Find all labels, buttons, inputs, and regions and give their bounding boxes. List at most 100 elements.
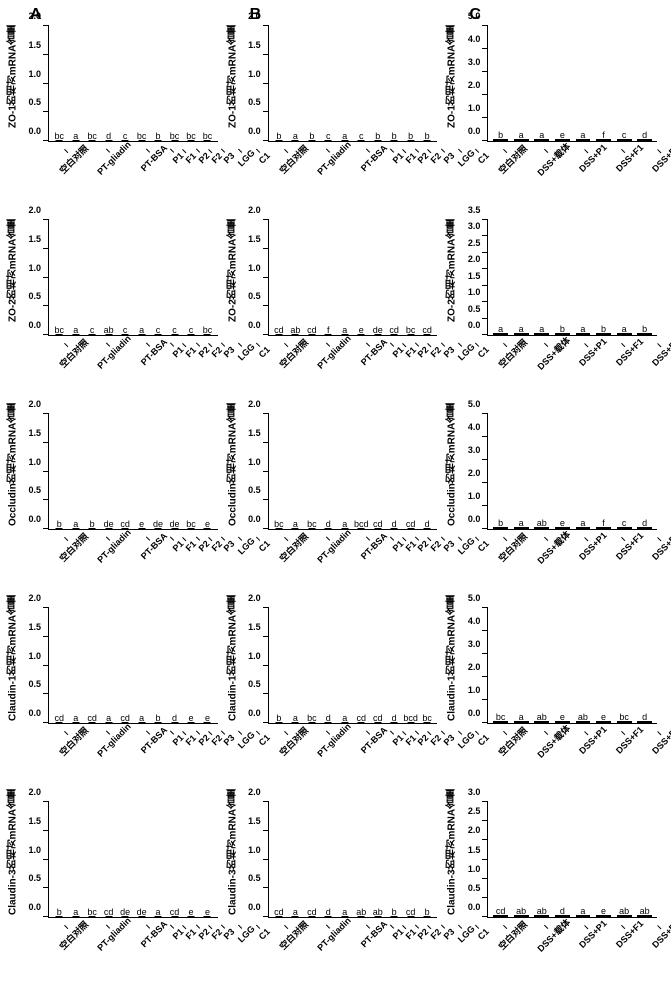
bars-container: bcacabcacccbc (49, 220, 218, 335)
y-tick-label: 1.0 (468, 103, 481, 113)
y-tick-label: 1.5 (468, 271, 481, 281)
y-tick-label: 0.0 (248, 126, 261, 136)
x-tick (208, 343, 212, 347)
chart-area: 0.00.51.01.52.0babcdacdcddbcdbc (268, 608, 438, 724)
y-tick-label: 1.0 (248, 263, 261, 273)
significance-label: bc (307, 713, 317, 723)
x-tick (440, 925, 444, 929)
significance-label: bc (496, 712, 506, 722)
y-tick-label: 2.5 (468, 238, 481, 248)
significance-label: c (189, 325, 194, 335)
significance-label: cd (406, 519, 416, 529)
significance-label: b (57, 519, 62, 529)
significance-label: b (276, 713, 281, 723)
y-tick-label: 0.0 (468, 902, 481, 912)
significance-label: ab (619, 906, 629, 916)
y-tick-label: 5.0 (468, 399, 481, 409)
figure-grid: AZO-1的相对mRNA含量0.00.51.01.52.0bcabcdcbcbb… (10, 10, 661, 976)
significance-label: bc (54, 325, 64, 335)
bar: a (532, 333, 551, 335)
significance-label: e (188, 907, 193, 917)
x-tick (621, 149, 625, 153)
x-tick (146, 343, 150, 347)
x-labels: 空白对照DSS+载体DSS+P1DSS+F1DSS+P2DSS+P3DSS+LG… (487, 338, 657, 394)
panel-B-ZO2: ZO-2的相对mRNA含量0.00.51.01.52.0cdabcdfaedec… (230, 204, 442, 394)
y-tick-label: 2.0 (248, 11, 261, 21)
y-axis-label: Claudin-3的相对mRNA含量 (226, 786, 240, 918)
y-tick-label: 2.0 (28, 205, 41, 215)
y-tick-label: 2.0 (28, 787, 41, 797)
significance-label: bc (186, 131, 196, 141)
x-tick (415, 925, 419, 929)
bar: b (491, 139, 510, 141)
y-tick-label: 0.0 (28, 514, 41, 524)
significance-label: b (392, 131, 397, 141)
x-tick (325, 731, 329, 735)
significance-label: a (519, 130, 524, 140)
y-tick-label: 3.0 (468, 57, 481, 67)
y-axis-label: Claudin-3的相对mRNA含量 (445, 786, 459, 918)
x-tick (325, 149, 329, 153)
significance-label: a (519, 712, 524, 722)
x-tick (106, 537, 110, 541)
panel-C-ZO2: ZO-2的相对mRNA含量0.00.51.01.52.02.53.03.5aaa… (449, 204, 661, 394)
x-tick (146, 731, 150, 735)
panel-A-ZO2: ZO-2的相对mRNA含量0.00.51.01.52.0bcacabcacccb… (10, 204, 222, 394)
x-tick (585, 343, 589, 347)
significance-label: b (57, 907, 62, 917)
y-tick-label: 0.0 (28, 708, 41, 718)
x-tick (389, 149, 393, 153)
significance-label: b (276, 131, 281, 141)
bar: d (635, 139, 654, 141)
bar-rect: b (493, 139, 508, 141)
x-labels: 空白对照DSS+载体DSS+P1DSS+F1DSS+P2DSS+P3DSS+LG… (487, 532, 657, 588)
bars-container: bcaabeabebcd (488, 608, 657, 723)
x-tick (106, 343, 110, 347)
y-tick-label: 0.0 (468, 126, 481, 136)
chart-area: 0.01.02.03.04.05.0baaeafcd (487, 26, 657, 142)
y-tick-label: 2.0 (248, 399, 261, 409)
panel-B-Claudin1: Claudin-1的相对mRNA含量0.00.51.01.52.0babcdac… (230, 592, 442, 782)
chart-area: 0.00.51.01.52.0babccddedeacdee (48, 802, 218, 918)
x-tick (389, 343, 393, 347)
y-tick-label: 0.0 (248, 902, 261, 912)
bar-rect: a (576, 139, 591, 141)
x-tick (621, 343, 625, 347)
y-axis-label: ZO-2的相对mRNA含量 (445, 204, 459, 336)
panel-B-Claudin3: Claudin-3的相对mRNA含量0.00.51.01.52.0cdacdda… (230, 786, 442, 976)
x-labels: 空白对照PT-gliadinPT-BSAP1F1P2F2P3LGGC1 (48, 920, 218, 976)
significance-label: cd (54, 713, 64, 723)
x-tick (170, 925, 174, 929)
significance-label: b (425, 131, 430, 141)
y-tick-label: 5.0 (468, 593, 481, 603)
x-tick (325, 343, 329, 347)
y-tick-label: 2.0 (468, 825, 481, 835)
bar: a (532, 139, 551, 141)
significance-label: d (642, 712, 647, 722)
significance-label: bc (170, 131, 180, 141)
significance-label: de (137, 907, 147, 917)
chart-area: 0.00.51.01.52.0bcacabcacccbc (48, 220, 218, 336)
x-tick (428, 343, 432, 347)
x-tick (503, 731, 507, 735)
significance-label: d (392, 519, 397, 529)
x-tick (402, 343, 406, 347)
y-tick-label: 2.5 (468, 806, 481, 816)
y-tick-label: 1.0 (248, 69, 261, 79)
bars-container: cdabcdfaedecdbccd (269, 220, 438, 335)
y-tick-label: 1.5 (468, 845, 481, 855)
x-tick (402, 149, 406, 153)
y-tick-label: 1.5 (28, 816, 41, 826)
significance-label: bc (203, 325, 213, 335)
x-tick (658, 537, 662, 541)
y-tick-label: 1.5 (248, 428, 261, 438)
panel-A-Occludin: Occludin的相对mRNA含量0.00.51.01.52.0babdecde… (10, 398, 222, 588)
bar-rect: ab (534, 527, 549, 529)
x-tick (440, 149, 444, 153)
x-tick (146, 925, 150, 929)
x-tick (195, 731, 199, 735)
y-tick-label: 1.0 (468, 287, 481, 297)
bar-rect: ab (617, 915, 632, 917)
x-tick (64, 149, 68, 153)
y-tick-label: 0.0 (248, 708, 261, 718)
